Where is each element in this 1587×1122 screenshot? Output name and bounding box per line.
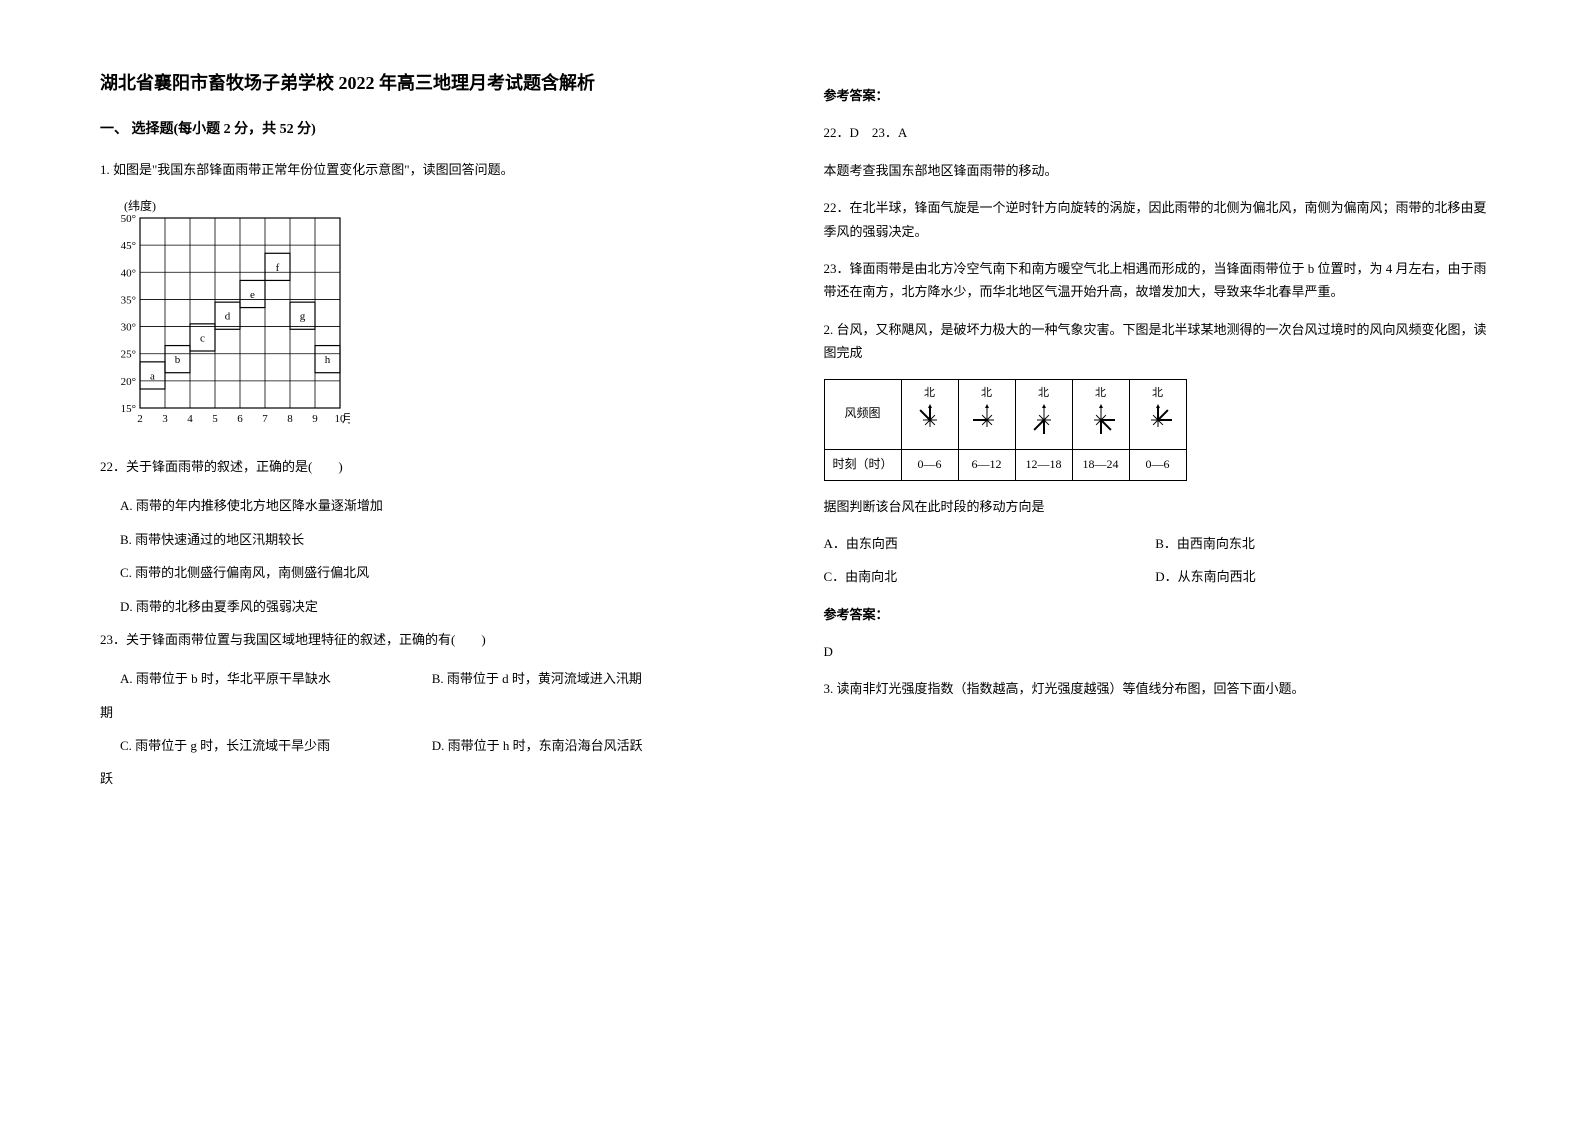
answer-heading-1: 参考答案： <box>824 84 1488 107</box>
explain-22: 22．在北半球，锋面气旋是一个逆时针方向旋转的涡旋，因此雨带的北侧为偏北风，南侧… <box>824 196 1488 243</box>
explain-intro: 本题考查我国东部地区锋面雨带的移动。 <box>824 159 1488 182</box>
time-row-label: 时刻（时） <box>824 449 901 480</box>
svg-text:月: 月 <box>342 413 350 425</box>
q2-option-d: D．从东南向西北 <box>1155 565 1487 588</box>
explain-23: 23．锋面雨带是由北方冷空气南下和南方暖空气北上相遇而形成的，当锋面雨带位于 b… <box>824 257 1488 304</box>
svg-text:a: a <box>150 370 155 382</box>
svg-text:8: 8 <box>287 413 293 425</box>
q22-option-b: B. 雨带快速通过的地区汛期较长 <box>120 528 764 551</box>
right-column: 参考答案： 22．D 23．A 本题考查我国东部地区锋面雨带的移动。 22．在北… <box>824 70 1488 1052</box>
svg-text:35°: 35° <box>121 294 136 306</box>
q22-option-c: C. 雨带的北侧盛行偏南风，南侧盛行偏北风 <box>120 561 764 584</box>
wind-rose-icon: 北 <box>901 379 958 449</box>
q2-option-a: A．由东向西 <box>824 532 1156 555</box>
svg-text:c: c <box>200 332 205 344</box>
q22-stem: 22．关于锋面雨带的叙述，正确的是( ) <box>100 455 764 478</box>
q23-option-b: B. 雨带位于 d 时，黄河流域进入汛期 <box>432 667 764 690</box>
wind-rose-icon: 北 <box>958 379 1015 449</box>
svg-text:25°: 25° <box>121 348 136 360</box>
svg-text:g: g <box>300 310 306 322</box>
svg-text:9: 9 <box>312 413 318 425</box>
svg-text:h: h <box>325 354 331 366</box>
q23-option-d: D. 雨带位于 h 时，东南沿海台风活跃 <box>432 734 764 757</box>
answer-heading-2: 参考答案： <box>824 603 1488 626</box>
q23-option-a: A. 雨带位于 b 时，华北平原干旱缺水 <box>100 667 432 690</box>
svg-text:20°: 20° <box>121 375 136 387</box>
exam-title: 湖北省襄阳市畜牧场子弟学校 2022 年高三地理月考试题含解析 <box>100 70 764 97</box>
q23-trailing-text-2: 跃 <box>100 767 764 790</box>
q2-sub-stem: 据图判断该台风在此时段的移动方向是 <box>824 495 1488 518</box>
left-column: 湖北省襄阳市畜牧场子弟学校 2022 年高三地理月考试题含解析 一、 选择题(每… <box>100 70 764 1052</box>
svg-text:4: 4 <box>187 413 193 425</box>
time-cell: 18—24 <box>1072 449 1129 480</box>
q22-option-a: A. 雨带的年内推移使北方地区降水量逐渐增加 <box>120 494 764 517</box>
time-cell: 12—18 <box>1015 449 1072 480</box>
svg-text:3: 3 <box>162 413 168 425</box>
svg-text:45°: 45° <box>121 240 136 252</box>
q2-stem: 2. 台风，又称飓风，是破坏力极大的一种气象灾害。下图是北半球某地测得的一次台风… <box>824 318 1488 365</box>
latitude-month-chart: (纬度)15°20°25°30°35°40°45°50°2345678910月a… <box>100 198 764 435</box>
svg-text:(纬度): (纬度) <box>124 198 156 213</box>
time-cell: 0—6 <box>1129 449 1186 480</box>
svg-text:7: 7 <box>262 413 268 425</box>
time-cell: 6—12 <box>958 449 1015 480</box>
wind-rose-icon: 北 <box>1072 379 1129 449</box>
section-1-heading: 一、 选择题(每小题 2 分，共 52 分) <box>100 117 764 142</box>
svg-text:e: e <box>250 289 255 301</box>
wind-frequency-table: 风频图北北北北北时刻（时）0—66—1212—1818—240—6 <box>824 379 1187 481</box>
q2-option-b: B．由西南向东北 <box>1155 532 1487 555</box>
answer-22-23: 22．D 23．A <box>824 121 1488 144</box>
svg-text:6: 6 <box>237 413 243 425</box>
time-cell: 0—6 <box>901 449 958 480</box>
wind-rose-icon: 北 <box>1129 379 1186 449</box>
wind-rose-icon: 北 <box>1015 379 1072 449</box>
svg-text:30°: 30° <box>121 321 136 333</box>
q2-option-c: C．由南向北 <box>824 565 1156 588</box>
svg-text:15°: 15° <box>121 403 136 415</box>
q1-stem: 1. 如图是"我国东部锋面雨带正常年份位置变化示意图"，读图回答问题。 <box>100 158 764 181</box>
svg-text:d: d <box>225 310 231 322</box>
q22-option-d: D. 雨带的北移由夏季风的强弱决定 <box>120 595 764 618</box>
wind-row-label: 风频图 <box>824 379 901 449</box>
svg-text:5: 5 <box>212 413 218 425</box>
q3-stem: 3. 读南非灯光强度指数（指数越高，灯光强度越强）等值线分布图，回答下面小题。 <box>824 677 1488 700</box>
svg-text:2: 2 <box>137 413 143 425</box>
svg-text:50°: 50° <box>121 213 136 225</box>
q23-trailing-text: 期 <box>100 701 764 724</box>
q23-option-c: C. 雨带位于 g 时，长江流域干旱少雨 <box>100 734 432 757</box>
answer-q2: D <box>824 640 1488 663</box>
svg-text:40°: 40° <box>121 267 136 279</box>
q23-stem: 23．关于锋面雨带位置与我国区域地理特征的叙述，正确的有( ) <box>100 628 764 651</box>
svg-text:b: b <box>175 354 181 366</box>
svg-text:f: f <box>276 261 280 273</box>
